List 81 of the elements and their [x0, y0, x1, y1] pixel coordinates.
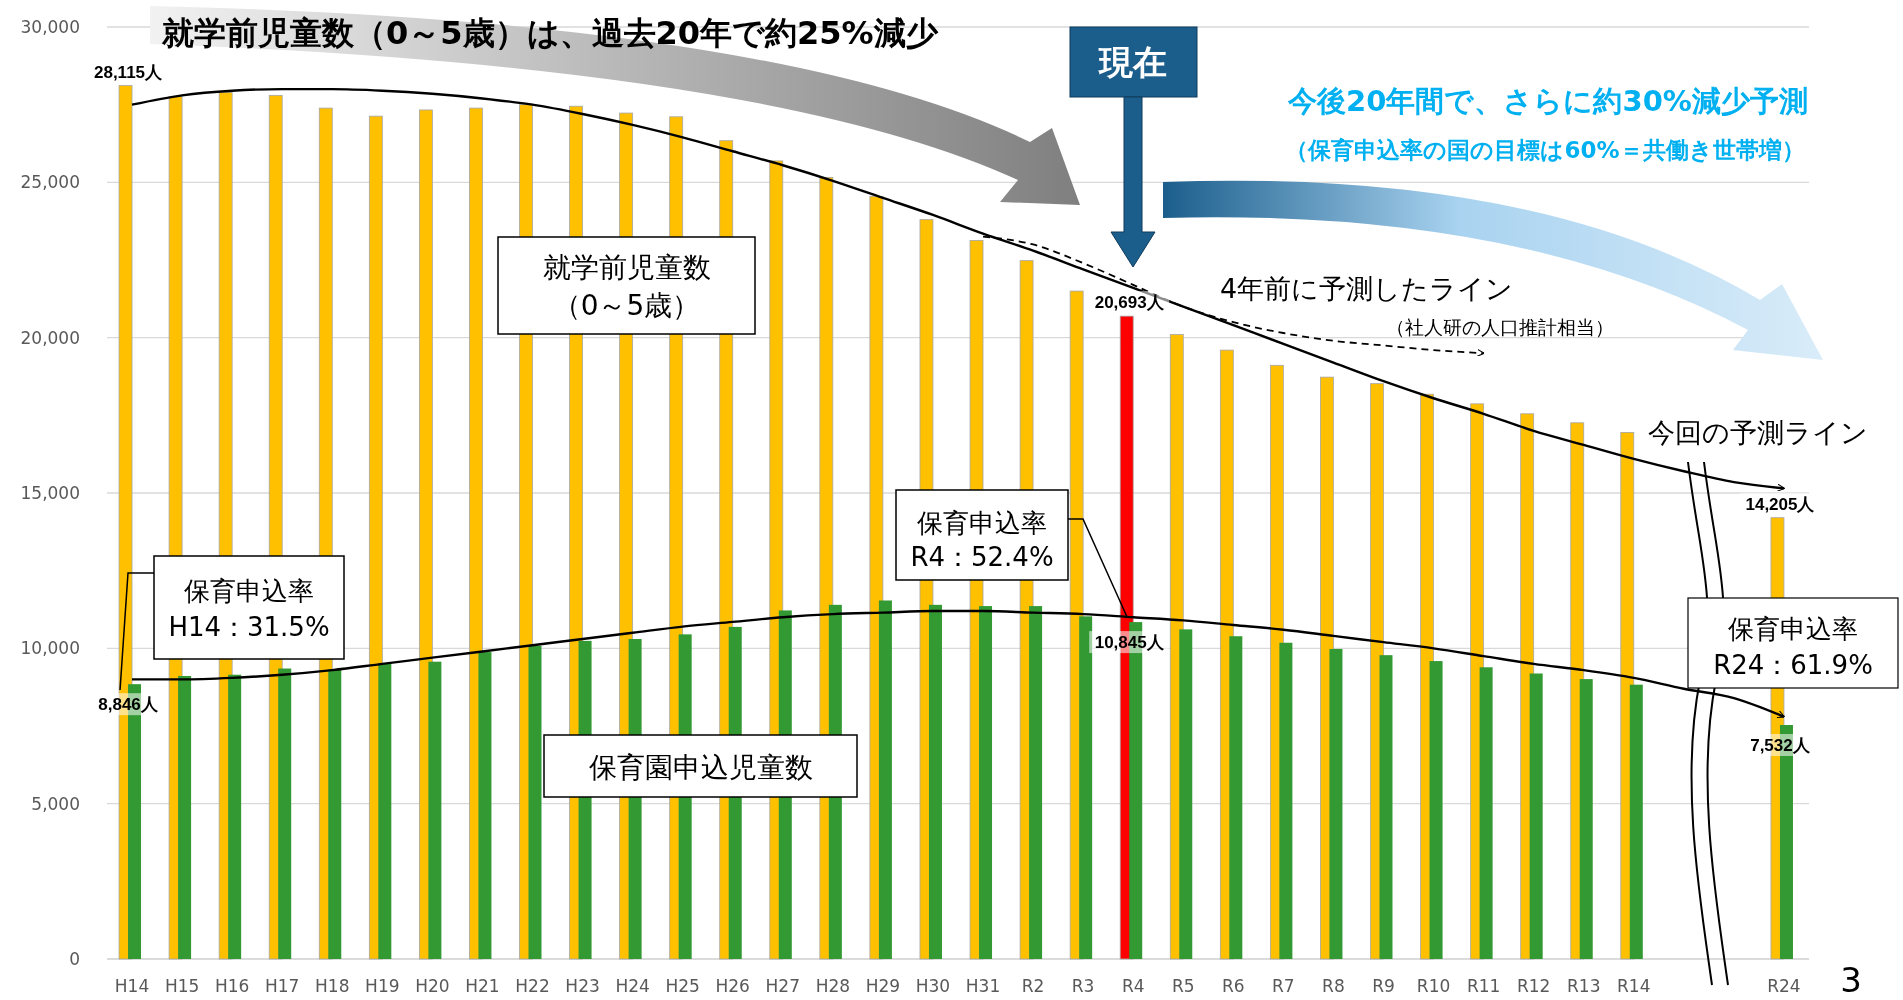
x-tick-label: H18 [315, 976, 350, 996]
x-tick-label: R3 [1071, 976, 1095, 996]
x-tick-label: R8 [1322, 976, 1345, 996]
x-tick-label: H21 [465, 976, 500, 996]
bar [328, 669, 342, 959]
x-tick-label: R11 [1466, 976, 1501, 996]
bar [228, 674, 242, 959]
x-tick-label: H25 [665, 976, 700, 996]
y-tick-label: 30,000 [20, 17, 80, 37]
bar [1079, 616, 1093, 959]
bar [1229, 636, 1243, 959]
annotation: 現在 [1098, 42, 1167, 82]
annotation: 保育申込率 R24：61.9% [1713, 614, 1873, 680]
x-tick-label: R13 [1567, 976, 1601, 996]
x-tick-label: H27 [765, 976, 801, 996]
x-tick-label: R10 [1416, 976, 1451, 996]
bar [1579, 679, 1593, 959]
x-tick-label: H29 [865, 976, 901, 996]
bar [928, 604, 942, 959]
x-tick-label: H28 [815, 976, 851, 996]
bar [1629, 684, 1643, 959]
data-label: 14,205人 [1745, 494, 1816, 514]
data-label: 20,693人 [1094, 293, 1165, 313]
x-tick-label: H22 [515, 976, 550, 996]
x-tick-label: H26 [715, 976, 750, 996]
bar [478, 652, 492, 959]
x-tick-label: R5 [1171, 976, 1195, 996]
series-label: 就学前児童数（0～5歳） [542, 251, 711, 322]
bar [1379, 655, 1393, 959]
series-label: 保育園申込児童数 [588, 751, 813, 784]
bar [378, 662, 392, 959]
x-tick-label: H23 [565, 976, 600, 996]
bar [528, 645, 542, 959]
x-tick-label: H30 [915, 976, 951, 996]
x-tick-label: H20 [415, 976, 450, 996]
x-tick-label: H31 [965, 976, 1001, 996]
series-label: 4年前に予測したライン [1220, 273, 1514, 304]
text: 3 [1840, 960, 1862, 1000]
y-tick-label: 20,000 [20, 327, 80, 348]
y-tick-label: 0 [69, 949, 80, 969]
bar [1279, 642, 1293, 959]
y-tick-label: 10,000 [20, 638, 80, 659]
x-tick-label: H15 [164, 976, 200, 996]
x-tick-label: H16 [214, 976, 250, 996]
x-tick-label: R2 [1021, 976, 1045, 996]
annotation: （社人研の人口推計相当） [1386, 316, 1614, 338]
series-label: 今回の予測ライン [1648, 417, 1868, 448]
annotation: 保育申込率 R4：52.4% [910, 508, 1054, 572]
annotation: 今後20年間で、さらに約30%減少予測 [1287, 84, 1808, 118]
bar [1529, 673, 1543, 959]
bar [178, 675, 192, 959]
bar [1329, 648, 1343, 959]
x-tick-label: R9 [1372, 976, 1395, 996]
y-tick-label: 25,000 [20, 172, 80, 193]
x-tick-label: R12 [1516, 976, 1551, 996]
x-tick-label: R14 [1617, 976, 1651, 996]
x-tick-label: H14 [114, 976, 150, 996]
bar [979, 606, 993, 959]
bar [428, 661, 442, 959]
x-tick-label: R7 [1272, 976, 1295, 996]
y-tick-label: 15,000 [20, 483, 80, 503]
y-tick-label: 5,000 [31, 793, 80, 814]
x-tick-label: H17 [264, 976, 300, 996]
x-tick-label: R24 [1767, 976, 1801, 996]
annotation: （保育申込率の国の目標は60%＝共働き世帯増） [1285, 137, 1805, 163]
bar [1029, 606, 1043, 959]
x-tick-label: R4 [1121, 976, 1145, 996]
data-label: 28,115人 [94, 62, 164, 82]
data-label: 8,846人 [98, 695, 159, 715]
chart-title: 就学前児童数（0～5歳）は、過去20年で約25%減少 [161, 14, 939, 52]
annotation: 保育申込率 H14：31.5% [168, 576, 330, 642]
bar [878, 600, 892, 959]
x-tick-label: R6 [1222, 976, 1245, 996]
data-label: 7,532人 [1750, 736, 1811, 756]
data-label: 10,845人 [1094, 633, 1165, 653]
x-tick-label: H19 [365, 976, 400, 996]
bar [278, 668, 292, 959]
bar [1179, 629, 1193, 959]
bar [1479, 667, 1493, 959]
bar [1429, 661, 1443, 959]
x-tick-label: H24 [615, 976, 650, 996]
